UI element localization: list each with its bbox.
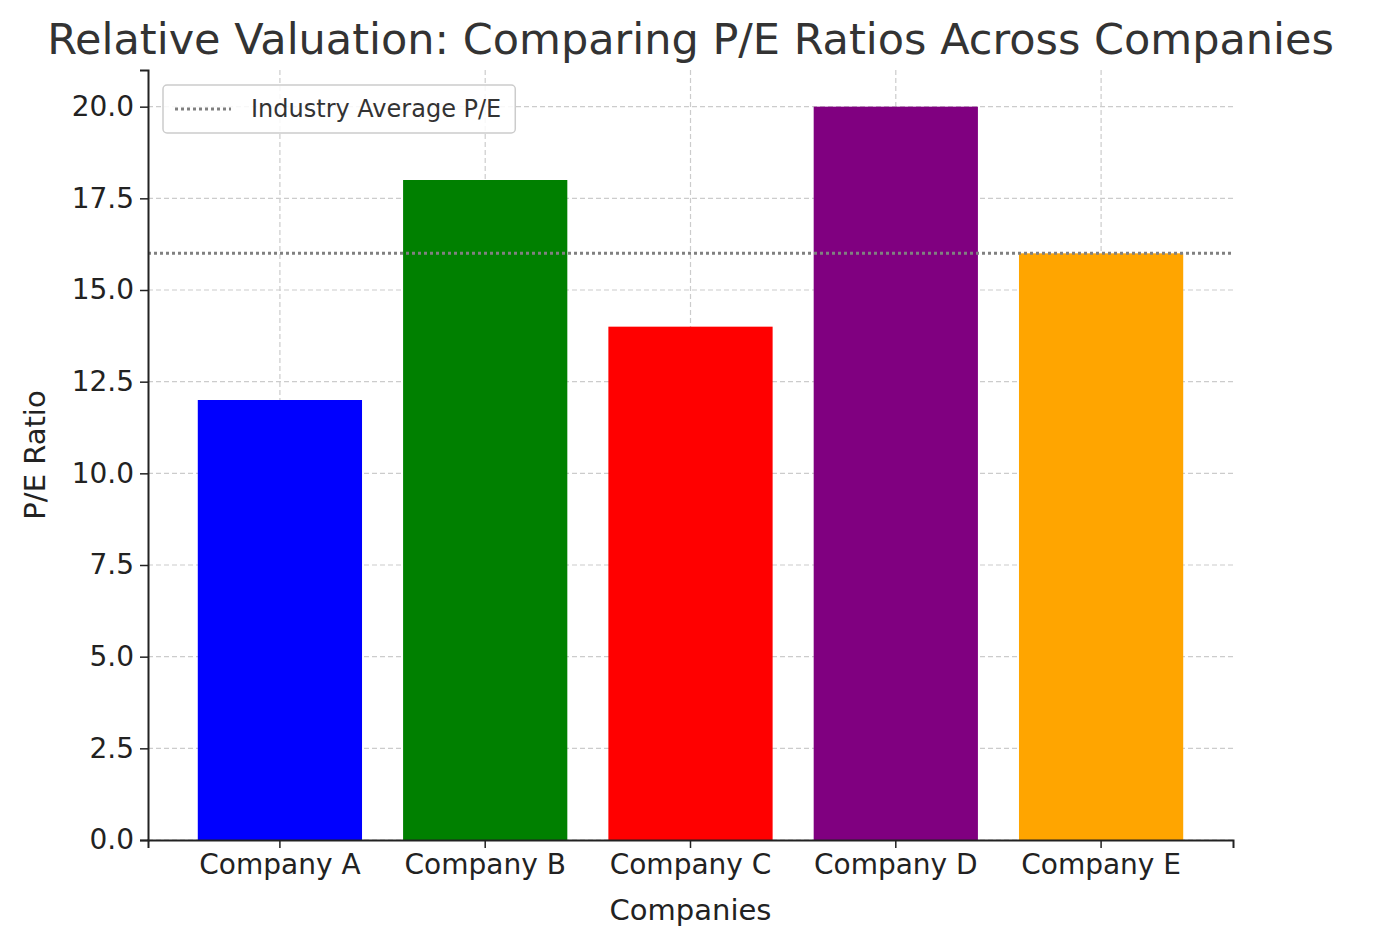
tick-mark [140,840,148,842]
bar [403,180,567,840]
tick-mark [140,748,148,750]
tick-label: 7.5 [89,548,134,581]
title: Relative Valuation: Comparing P/E Ratios… [47,14,1334,64]
tick-mark [140,198,148,200]
tick: Company D [814,840,978,881]
chart: 0.0 2.5 5.0 7.5 10.0 12.5 15.0 17.5 20.0 Company … [0,0,1376,947]
tick: 15.0 [72,273,148,306]
legend: Industry Average P/E [163,85,515,133]
marks [148,107,1233,840]
plot: 0.0 2.5 5.0 7.5 10.0 12.5 15.0 17.5 20.0 Company … [72,70,1234,881]
tick-label: 5.0 [89,640,134,673]
tick-label: 0.0 [89,823,134,856]
average-line [148,252,1233,255]
tick: 17.5 [72,182,148,215]
tick-mark [1100,840,1102,848]
tick: 10.0 [72,457,148,490]
x-axis: Company A Company B Company C Company D Comp… [149,840,1234,881]
x-axis-title: Companies [610,893,772,927]
tick-mark [895,840,897,848]
tick-label: Company E [1021,848,1181,881]
legend-swatch [175,108,231,111]
tick: 0.0 [89,823,148,856]
tick-label: 2.5 [89,732,134,765]
tick: 12.5 [72,365,148,398]
tick: 5.0 [89,640,148,673]
y-axis: 0.0 2.5 5.0 7.5 10.0 12.5 15.0 17.5 20.0 [72,71,149,857]
tick-label: 12.5 [72,365,134,398]
tick-mark [279,840,281,848]
tick: Company A [199,840,360,881]
tick-label: 15.0 [72,273,134,306]
tick: 2.5 [89,732,148,765]
tick-label: Company D [814,848,978,881]
tick-label: 20.0 [72,90,134,123]
axis-line [140,71,149,841]
tick-mark [484,840,486,848]
tick-mark [140,473,148,475]
bar [608,327,772,840]
tick-label: Company B [405,848,566,881]
y-axis-title: P/E Ratio [18,390,52,519]
legend-box [163,85,515,133]
axis-line [149,841,1234,849]
tick-label: Company C [610,848,772,881]
legend-label: Industry Average P/E [251,95,501,123]
tick-label: 10.0 [72,457,134,490]
tick-mark [140,106,148,108]
tick-mark [690,840,692,848]
tick: Company E [1021,840,1181,881]
bar [198,400,362,840]
bar [814,107,978,840]
bar [1019,253,1183,840]
tick: 20.0 [72,90,148,123]
tick-mark [140,656,148,658]
tick: Company C [610,840,772,881]
tick-label: Company A [199,848,360,881]
tick-mark [140,565,148,567]
grid [148,70,1233,840]
tick: Company B [405,840,566,881]
tick-mark [140,381,148,383]
tick: 7.5 [89,548,148,581]
tick-label: 17.5 [72,182,134,215]
tick-mark [140,290,148,292]
